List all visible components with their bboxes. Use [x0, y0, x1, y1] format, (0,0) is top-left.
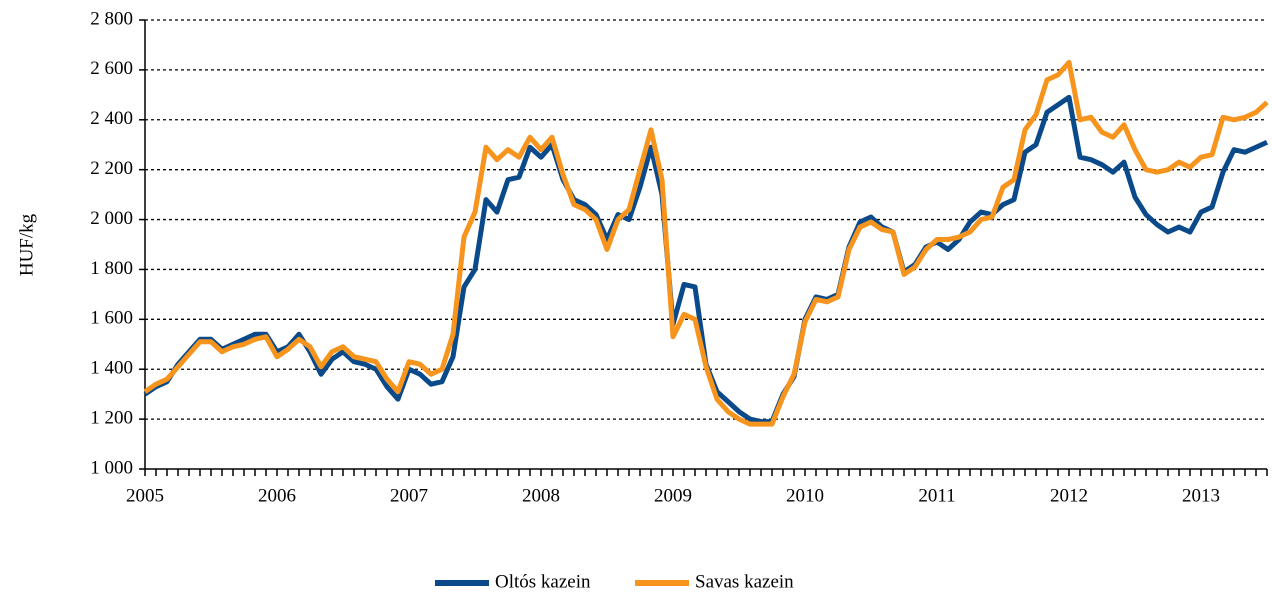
x-tick-label: 2005	[126, 485, 164, 506]
x-tick-label: 2012	[1050, 485, 1088, 506]
y-tick-label: 1 200	[90, 407, 133, 428]
x-tick-label: 2006	[258, 485, 296, 506]
legend-label: Oltós kazein	[495, 571, 591, 592]
y-tick-label: 2 200	[90, 158, 133, 179]
y-tick-label: 1 600	[90, 308, 133, 329]
y-tick-label: 1 800	[90, 258, 133, 279]
y-tick-label: 2 600	[90, 58, 133, 79]
legend-label: Savas kazein	[695, 571, 794, 592]
y-tick-label: 2 000	[90, 208, 133, 229]
x-tick-label: 2009	[654, 485, 692, 506]
y-tick-label: 1 000	[90, 457, 133, 478]
y-tick-label: 2 400	[90, 108, 133, 129]
x-tick-label: 2011	[918, 485, 955, 506]
x-tick-label: 2008	[522, 485, 560, 506]
x-tick-label: 2010	[786, 485, 824, 506]
series-line	[143, 59, 1269, 427]
y-tick-label: 1 400	[90, 358, 133, 379]
y-tick-label: 2 800	[90, 8, 133, 29]
y-axis-label: HUF/kg	[16, 213, 37, 276]
x-tick-label: 2007	[390, 485, 428, 506]
x-tick-label: 2013	[1182, 485, 1220, 506]
